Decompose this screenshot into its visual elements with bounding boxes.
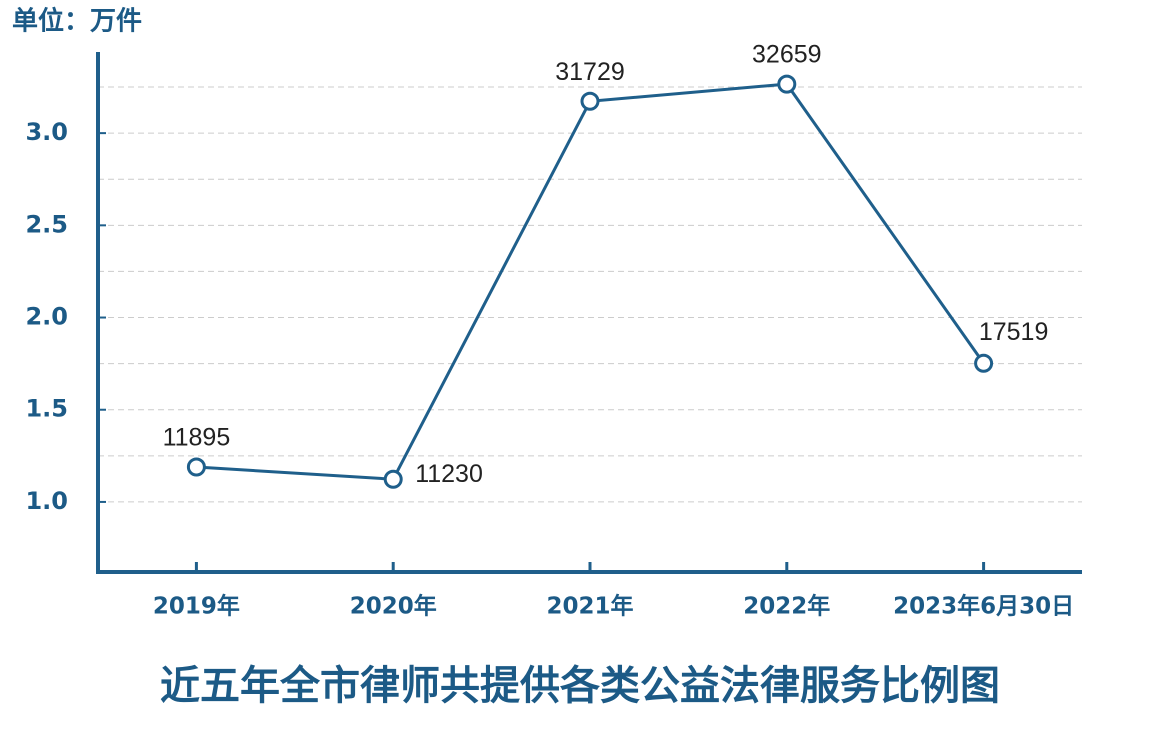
x-tick-label: 2020年 bbox=[350, 593, 437, 620]
line-series bbox=[196, 82, 985, 481]
x-tick-label: 2023年6月30日 bbox=[893, 593, 1074, 620]
data-label: 32659 bbox=[752, 41, 822, 69]
data-label: 31729 bbox=[555, 58, 625, 86]
data-label: 11230 bbox=[415, 460, 483, 488]
y-tick-label: 2.0 bbox=[25, 303, 68, 331]
y-tick-label: 1.0 bbox=[25, 487, 68, 515]
chart-title: 近五年全市律师共提供各类公益法律服务比例图 bbox=[160, 663, 1000, 709]
data-point bbox=[777, 74, 797, 94]
data-point bbox=[580, 91, 600, 111]
y-tick-label: 2.5 bbox=[25, 210, 68, 238]
unit-label: 单位：万件 bbox=[12, 6, 142, 37]
y-tick-label: 1.5 bbox=[25, 395, 68, 423]
x-tick-label: 2021年 bbox=[546, 593, 633, 620]
x-tick-label: 2022年 bbox=[743, 593, 830, 620]
data-point bbox=[974, 353, 994, 373]
data-label: 17519 bbox=[979, 318, 1049, 346]
y-tick-label: 3.0 bbox=[25, 118, 68, 146]
data-point bbox=[186, 457, 206, 477]
data-point bbox=[383, 469, 403, 489]
x-tick-label: 2019年 bbox=[153, 593, 240, 620]
data-label: 11895 bbox=[163, 424, 231, 452]
